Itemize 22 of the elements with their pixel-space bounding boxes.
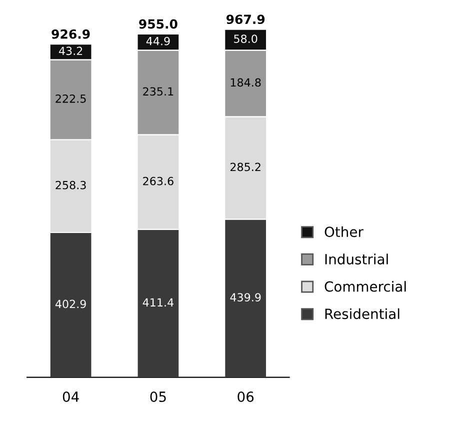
total-label: 955.0	[139, 19, 178, 29]
data-label: 43.2	[58, 46, 82, 56]
legend-label: Other	[324, 226, 364, 238]
data-label: 44.9	[146, 36, 170, 46]
data-label: 58.0	[234, 34, 258, 44]
data-label: 402.9	[55, 300, 86, 308]
legend-label: Residential	[325, 308, 400, 320]
data-label: 258.3	[56, 180, 86, 190]
x-tick-label: 04	[62, 391, 79, 402]
data-label: 285.2	[230, 162, 260, 172]
x-tick-label: 05	[150, 391, 166, 402]
total-label: 926.9	[52, 29, 90, 39]
data-label: 235.1	[143, 87, 174, 96]
x-tick-label: 06	[238, 391, 254, 402]
data-label: 411.4	[142, 298, 174, 306]
total-label: 967.9	[226, 14, 265, 24]
data-label: 439.9	[230, 293, 261, 302]
legend-label: Commercial	[324, 281, 406, 292]
data-label: 222.5	[56, 94, 86, 103]
legend-label: Industrial	[325, 254, 388, 264]
data-label: 184.8	[230, 78, 261, 87]
data-label: 263.6	[143, 176, 174, 186]
